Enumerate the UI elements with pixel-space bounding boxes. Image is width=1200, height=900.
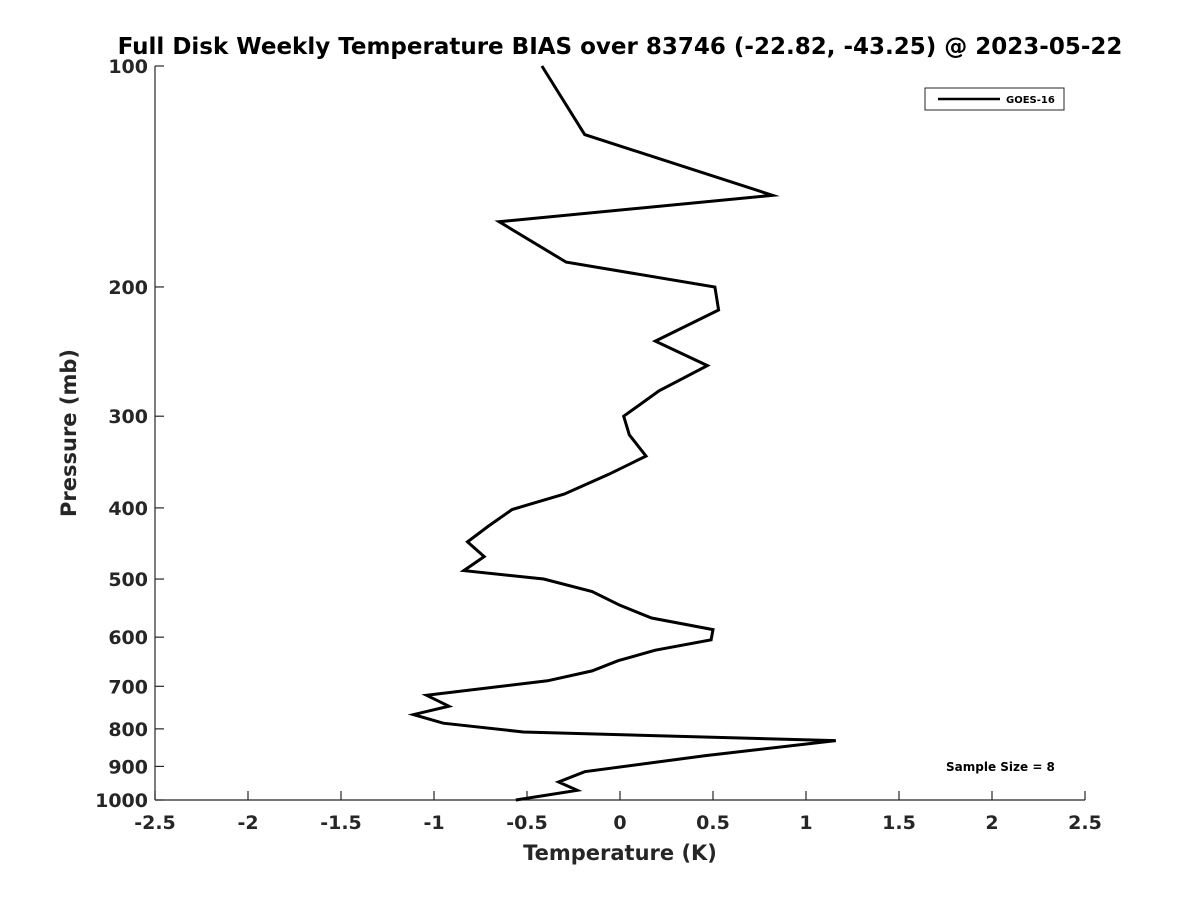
y-tick-label: 700 (108, 676, 148, 698)
x-tick-label: -1 (423, 812, 444, 834)
y-tick-label: 1000 (95, 790, 148, 812)
x-tick-label: -0.5 (506, 812, 548, 834)
y-tick-label: 600 (108, 627, 148, 649)
legend: GOES-16 (924, 87, 1065, 111)
x-axis-label: Temperature (K) (523, 841, 717, 865)
legend-label-goes-16: GOES-16 (1006, 95, 1055, 106)
y-axis-label: Pressure (mb) (57, 349, 81, 517)
chart-title: Full Disk Weekly Temperature BIAS over 8… (118, 34, 1123, 60)
series-line-goes-16 (407, 65, 836, 802)
x-tick-label: 1.5 (882, 812, 916, 834)
y-tick-label: 300 (108, 406, 148, 428)
x-tick-label: -2.5 (134, 812, 176, 834)
x-ticks: -2.5 -2 -1.5 -1 -0.5 0 0.5 1 1.5 2 2.5 (134, 791, 1102, 834)
x-tick-label: 2 (985, 812, 998, 834)
sample-size-annotation: Sample Size = 8 (946, 760, 1055, 774)
x-tick-label: 0 (613, 812, 626, 834)
x-tick-label: 0.5 (696, 812, 730, 834)
y-tick-label: 800 (108, 719, 148, 741)
y-tick-label: 400 (108, 498, 148, 520)
x-tick-label: 2.5 (1068, 812, 1102, 834)
x-tick-label: -1.5 (320, 812, 362, 834)
y-tick-label: 900 (108, 756, 148, 778)
y-tick-label: 100 (108, 56, 148, 78)
y-tick-label: 500 (108, 569, 148, 591)
y-tick-label: 200 (108, 277, 148, 299)
series-layer (407, 65, 836, 802)
x-tick-label: 1 (799, 812, 812, 834)
y-ticks: 100 200 300 400 500 600 700 800 900 1000 (95, 56, 164, 812)
x-tick-label: -2 (237, 812, 258, 834)
